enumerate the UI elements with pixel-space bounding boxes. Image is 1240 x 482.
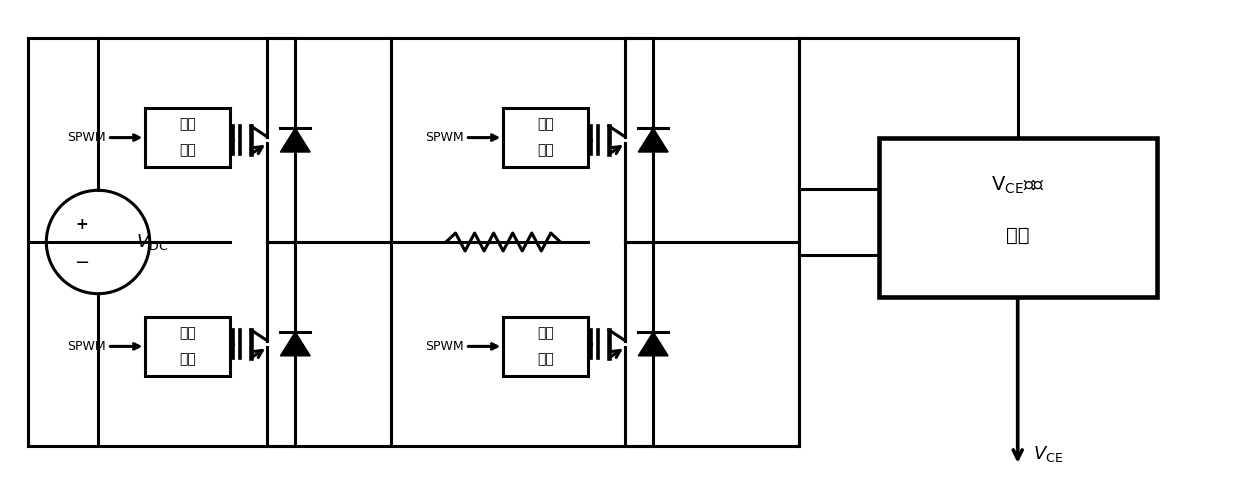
Text: 门级: 门级 (179, 118, 196, 132)
Text: V$_{\rm CE}$: V$_{\rm CE}$ (1033, 444, 1063, 464)
Bar (145, 108, 229, 167)
Text: 电路: 电路 (1006, 226, 1029, 244)
Bar (145, 317, 229, 376)
Text: SPWM: SPWM (425, 340, 464, 353)
Bar (878, 137, 1157, 297)
Text: −: − (74, 254, 89, 272)
Polygon shape (280, 332, 310, 356)
Text: V$_{\rm CE}$测量: V$_{\rm CE}$测量 (991, 174, 1045, 196)
Text: 驱动: 驱动 (179, 144, 196, 158)
Bar (503, 108, 588, 167)
Polygon shape (639, 128, 668, 152)
Text: SPWM: SPWM (67, 131, 105, 144)
Text: +: + (76, 216, 88, 231)
Text: 驱动: 驱动 (537, 144, 554, 158)
Text: 门级: 门级 (179, 326, 196, 340)
Text: 驱动: 驱动 (537, 352, 554, 366)
Text: V$_{\rm DC}$: V$_{\rm DC}$ (136, 232, 169, 252)
Text: SPWM: SPWM (67, 340, 105, 353)
Polygon shape (280, 128, 310, 152)
Bar (503, 317, 588, 376)
Polygon shape (639, 332, 668, 356)
Text: 驱动: 驱动 (179, 352, 196, 366)
Text: SPWM: SPWM (425, 131, 464, 144)
Text: 门级: 门级 (537, 326, 554, 340)
Text: 门级: 门级 (537, 118, 554, 132)
